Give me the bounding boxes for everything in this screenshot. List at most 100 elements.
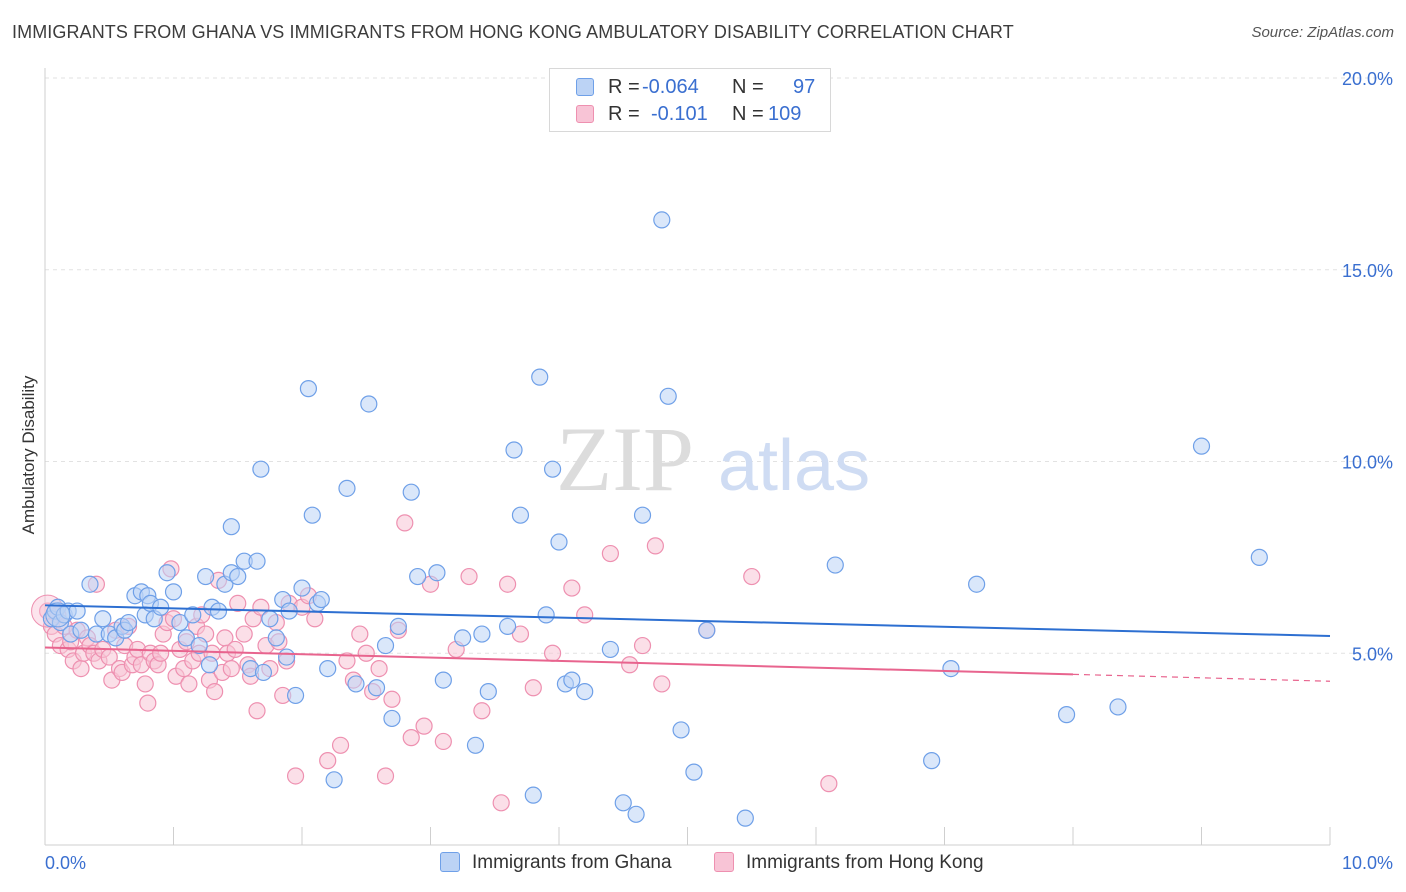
hong-kong-point: [492, 794, 510, 812]
ghana-point: [190, 636, 208, 655]
bottom-legend-label-ghana: Immigrants from Ghana: [472, 852, 672, 873]
ghana-point: [466, 736, 485, 754]
ghana-point: [653, 211, 671, 229]
hong-kong-point: [357, 644, 375, 662]
ghana-point: [576, 682, 594, 701]
hong-kong-point: [139, 694, 157, 712]
hong-kong-trend-line: [44, 646, 1074, 676]
hong-kong-point: [180, 675, 198, 693]
hong-kong-point: [601, 544, 620, 563]
ghana-point: [923, 752, 941, 770]
ghana-point: [72, 621, 90, 639]
legend-n-label: N =: [732, 76, 764, 98]
ghana-point: [1057, 706, 1076, 724]
ghana-point: [1250, 548, 1268, 566]
chart-title: IMMIGRANTS FROM GHANA VS IMMIGRANTS FROM…: [12, 22, 1014, 42]
ghana-point: [968, 575, 986, 593]
ghana-point: [550, 533, 568, 551]
hong-kong-point: [415, 717, 433, 735]
hong-kong-point: [152, 644, 170, 662]
ghana-point: [627, 805, 645, 823]
axes: [44, 68, 1331, 846]
ghana-point: [543, 460, 562, 478]
ghana-point: [479, 682, 497, 701]
hong-kong-point: [743, 567, 761, 586]
y-tick-label: 20.0%: [1342, 69, 1393, 89]
ghana-point: [531, 368, 549, 386]
hong-kong-point: [338, 652, 356, 670]
ghana-point: [286, 686, 305, 705]
y-axis-label: Ambulatory Disability: [19, 375, 38, 534]
ghana-point: [177, 629, 195, 647]
hong-kong-point: [460, 567, 478, 586]
hong-kong-point: [653, 675, 671, 693]
hong-kong-point: [319, 752, 337, 770]
ghana-point: [402, 483, 420, 501]
hong-kong-point: [543, 644, 562, 662]
ghana-point: [672, 721, 690, 739]
watermark-zip: ZIP: [556, 408, 694, 510]
hong-kong-point: [646, 537, 664, 555]
ghana-point: [200, 656, 219, 674]
legend-swatch-ghana: [576, 78, 594, 96]
ghana-point: [222, 518, 240, 536]
ghana-point: [94, 610, 112, 628]
y-tick-label: 15.0%: [1342, 261, 1393, 281]
hong-kong-point: [248, 702, 266, 720]
legend-r-label: R =: [608, 76, 640, 98]
ghana-point: [633, 506, 652, 524]
hong-kong-point: [402, 729, 420, 747]
ghana-point: [511, 506, 530, 524]
hong-kong-point: [351, 625, 369, 643]
legend-swatch-hong-kong: [576, 105, 594, 123]
ghana-point: [601, 640, 620, 659]
ghana-point: [303, 506, 321, 524]
ghana-point: [81, 575, 99, 593]
ghana-point: [428, 564, 446, 582]
ghana-point: [614, 794, 632, 812]
hong-kong-point: [434, 732, 452, 751]
legend-n-value: 97: [793, 76, 816, 98]
bottom-legend-ghana: Immigrants from Ghana: [440, 852, 672, 874]
ghana-point: [826, 556, 844, 574]
ghana-point: [505, 441, 523, 459]
hong-kong-point: [222, 659, 240, 678]
ghana-point: [409, 567, 427, 586]
ghana-point: [360, 395, 378, 413]
hong-kong-point: [206, 682, 224, 701]
hong-kong-point: [72, 659, 90, 678]
ghana-point: [537, 606, 555, 624]
bottom-legend-swatch-ghana: [440, 852, 460, 872]
hong-kong-point: [286, 767, 305, 785]
hong-kong-point: [576, 606, 594, 624]
bottom-legend-hong-kong: Immigrants from Hong Kong: [714, 852, 984, 874]
legend-row-hong-kong: R = -0.101 N = 109: [550, 101, 830, 127]
ghana-point: [248, 552, 266, 570]
ghana-point: [1109, 698, 1127, 716]
ghana-point: [563, 671, 581, 689]
hong-kong-point: [306, 610, 324, 628]
ghana-point: [184, 606, 202, 624]
hong-kong-trend-line-extension: [1072, 673, 1331, 682]
ghana-point: [254, 663, 273, 682]
series-hong-kong-points: [31, 514, 838, 812]
hong-kong-point: [511, 625, 530, 643]
legend-r-value: -0.101: [651, 103, 708, 125]
hong-kong-point: [563, 579, 581, 597]
hong-kong-point: [820, 775, 838, 793]
ghana-point: [158, 564, 176, 582]
ghana-point: [171, 613, 189, 632]
ghana-point: [252, 460, 270, 478]
legend-n-value: 109: [768, 103, 802, 125]
ghana-point: [119, 613, 138, 632]
ghana-point: [261, 610, 279, 628]
ghana-point: [659, 387, 677, 405]
hong-kong-point: [376, 767, 395, 785]
ghana-trend-line: [44, 604, 1331, 637]
hong-kong-point: [633, 636, 652, 655]
trend-lines: [44, 604, 1331, 682]
ghana-point: [499, 617, 517, 636]
legend-row-ghana: R = -0.064 N = 97: [550, 74, 830, 100]
ghana-point: [45, 602, 71, 628]
